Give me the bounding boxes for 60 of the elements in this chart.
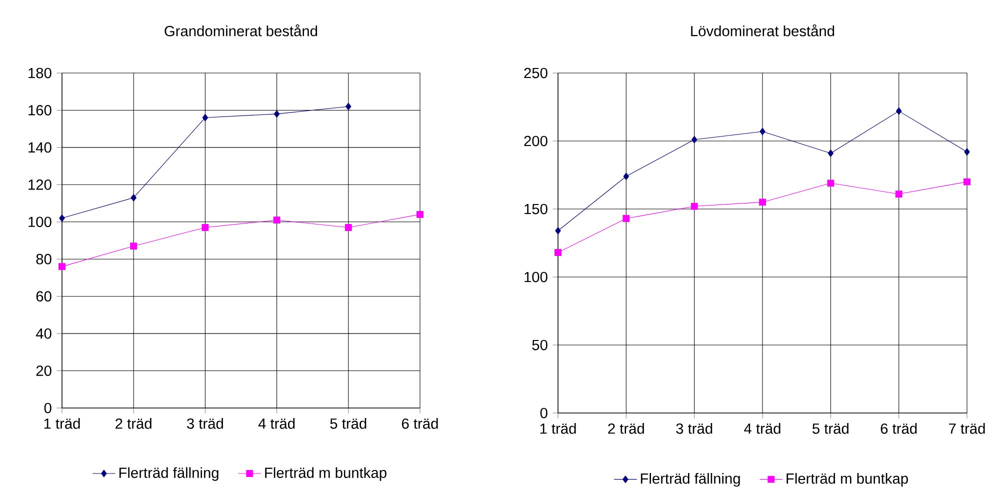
point (554, 249, 562, 256)
chart-title: Grandominerat bestånd (164, 24, 318, 36)
y-tick-label: 100 (28, 216, 52, 228)
point (202, 224, 209, 231)
legend-label: Flerträd m buntkap (786, 473, 908, 487)
y-tick-label: 80 (36, 254, 52, 264)
x-tick-label: 1 träd (540, 423, 576, 434)
x-tick-label: 1 träd (44, 418, 80, 429)
point (759, 198, 766, 206)
y-tick-label: 180 (28, 68, 52, 78)
y-tick-label: 120 (28, 179, 52, 190)
point (896, 107, 902, 115)
point (59, 214, 65, 222)
y-tick-label: 0 (44, 402, 52, 414)
y-tick-label: 60 (36, 291, 52, 302)
y-tick-label: 250 (524, 68, 548, 78)
y-tick-label: 140 (28, 142, 52, 153)
y-tick-label: 200 (524, 136, 548, 146)
x-tick-label: 7 träd (949, 423, 985, 434)
point (555, 227, 561, 234)
legend-label: Flerträd fällning (640, 473, 740, 487)
x-tick-label: 3 träd (676, 423, 712, 434)
point (346, 102, 352, 110)
x-tick-label: 4 träd (744, 423, 780, 434)
x-tick-label: 4 träd (258, 418, 295, 429)
x-tick-label: 5 träd (330, 418, 366, 429)
chart-title: Lövdominerat bestånd (691, 24, 834, 36)
point (964, 178, 970, 186)
point (895, 190, 902, 198)
x-tick-label: 6 träd (880, 423, 917, 434)
point (202, 114, 208, 122)
y-tick-label: 20 (36, 366, 52, 376)
point (344, 224, 352, 231)
point (130, 242, 138, 250)
x-tick-label: 6 träd (402, 418, 438, 429)
point (828, 150, 834, 157)
point (273, 216, 280, 224)
point (274, 110, 280, 118)
y-tick-label: 100 (524, 272, 548, 282)
y-tick-label: 150 (524, 204, 548, 214)
y-tick-label: 50 (532, 340, 548, 350)
y-tick-label: 40 (36, 328, 52, 339)
point (58, 263, 66, 270)
point (690, 202, 698, 210)
point (827, 180, 834, 187)
point (964, 148, 970, 156)
x-tick-label: 2 träd (116, 418, 152, 429)
point (622, 215, 630, 222)
x-tick-label: 5 träd (812, 423, 848, 434)
x-tick-label: 2 träd (608, 423, 644, 434)
point (691, 136, 698, 144)
point (416, 210, 424, 218)
legend-label: Flerträd fällning (119, 467, 218, 481)
point (130, 194, 136, 202)
legend-label: Flerträd m buntkap (265, 467, 386, 481)
x-tick-label: 3 träd (187, 418, 223, 429)
point (760, 128, 766, 136)
y-tick-label: 160 (28, 105, 52, 116)
point (623, 172, 630, 180)
y-tick-label: 0 (540, 408, 548, 418)
